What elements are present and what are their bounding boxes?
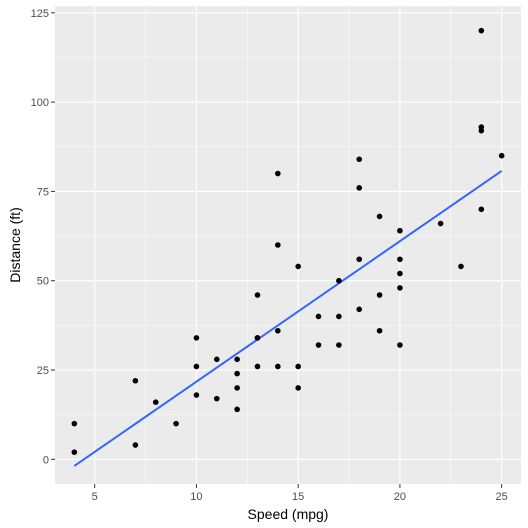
x-tick-label: 5 bbox=[92, 491, 98, 503]
data-points bbox=[71, 27, 505, 456]
data-point bbox=[234, 406, 240, 413]
y-axis-ticks: 0 25 50 75 100 125 bbox=[31, 8, 55, 466]
data-point bbox=[397, 285, 403, 291]
data-point bbox=[295, 263, 301, 270]
data-point bbox=[234, 385, 240, 391]
grid-major bbox=[55, 6, 521, 484]
data-point bbox=[356, 306, 363, 313]
data-point bbox=[397, 342, 403, 348]
y-tick-label: 25 bbox=[37, 365, 49, 377]
data-point bbox=[397, 270, 403, 277]
data-point bbox=[315, 313, 322, 320]
regression-line bbox=[73, 170, 503, 467]
data-point bbox=[336, 277, 342, 284]
x-axis-ticks: 5 10 15 20 25 bbox=[92, 484, 508, 503]
data-point bbox=[376, 213, 383, 220]
data-point bbox=[478, 27, 485, 34]
data-point bbox=[295, 363, 301, 370]
data-point bbox=[71, 420, 78, 427]
data-point bbox=[397, 256, 403, 263]
y-tick-label: 50 bbox=[37, 276, 49, 288]
data-point bbox=[193, 392, 200, 398]
data-point bbox=[336, 313, 342, 320]
data-point bbox=[234, 356, 240, 363]
data-point bbox=[356, 156, 363, 163]
data-point bbox=[376, 292, 383, 298]
grid-minor bbox=[55, 6, 521, 484]
data-point bbox=[356, 256, 363, 263]
data-point bbox=[254, 292, 261, 298]
data-point bbox=[213, 356, 220, 363]
data-point bbox=[213, 395, 220, 402]
y-tick-label: 125 bbox=[31, 8, 49, 20]
data-point bbox=[71, 449, 78, 456]
y-tick-label: 75 bbox=[37, 186, 49, 198]
x-tick-label: 25 bbox=[496, 491, 508, 503]
data-point bbox=[152, 399, 159, 405]
x-tick-label: 20 bbox=[394, 491, 406, 503]
data-point bbox=[458, 263, 464, 270]
data-point bbox=[397, 227, 403, 234]
data-point bbox=[234, 370, 240, 377]
y-tick-label: 100 bbox=[31, 97, 49, 109]
data-point bbox=[498, 152, 505, 159]
data-point bbox=[315, 342, 322, 348]
data-point bbox=[193, 335, 200, 341]
data-point bbox=[478, 124, 485, 130]
data-point bbox=[254, 335, 261, 341]
data-point bbox=[275, 242, 281, 248]
data-point bbox=[132, 377, 139, 384]
data-point bbox=[376, 327, 383, 334]
data-point bbox=[437, 220, 444, 227]
plot-panel bbox=[55, 6, 521, 484]
x-tick-label: 15 bbox=[292, 491, 304, 503]
data-point bbox=[478, 206, 485, 213]
data-point bbox=[173, 420, 179, 427]
data-point bbox=[254, 363, 261, 370]
data-point bbox=[356, 185, 363, 191]
y-tick-label: 0 bbox=[43, 454, 49, 466]
data-point bbox=[132, 442, 139, 448]
data-point bbox=[275, 327, 281, 334]
data-point bbox=[275, 363, 281, 370]
data-point bbox=[193, 363, 200, 370]
y-axis-title: Distance (ft) bbox=[7, 207, 23, 282]
x-tick-label: 10 bbox=[190, 491, 202, 503]
x-axis-title: Speed (mpg) bbox=[248, 506, 329, 522]
data-point bbox=[275, 170, 281, 177]
data-point bbox=[336, 342, 342, 348]
data-point bbox=[295, 385, 301, 391]
